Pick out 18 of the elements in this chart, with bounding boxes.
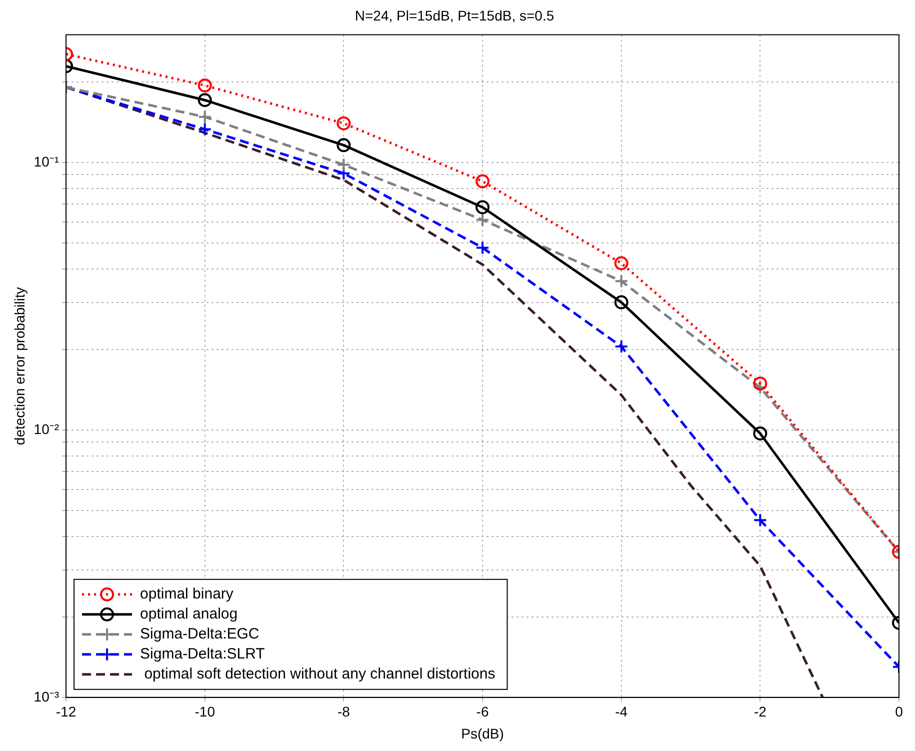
legend-label: optimal binary xyxy=(140,586,234,603)
chart-title: N=24, Pl=15dB, Pt=15dB, s=0.5 xyxy=(354,7,554,24)
x-tick-label: -4 xyxy=(615,704,628,720)
legend-label: optimal analog xyxy=(140,606,238,623)
y-tick-label: 10⁻³ xyxy=(34,688,60,704)
x-tick-label: -10 xyxy=(194,704,216,720)
x-tick-label: -2 xyxy=(754,704,767,720)
x-tick-label: -6 xyxy=(476,704,489,720)
legend-label: Sigma-Delta:SLRT xyxy=(140,646,265,663)
x-tick-label: -12 xyxy=(56,704,76,720)
legend-label: Sigma-Delta:EGC xyxy=(140,626,260,643)
y-tick-label: 10⁻¹ xyxy=(34,153,60,170)
y-tick-label: 10⁻² xyxy=(34,420,60,437)
legend-label: optimal soft detection without any channel distortions xyxy=(140,666,496,683)
x-tick-label: 0 xyxy=(895,704,904,720)
x-axis-title: Ps(dB) xyxy=(461,725,504,742)
y-axis-title: detection error probability xyxy=(11,287,28,446)
x-tick-label: -8 xyxy=(337,704,350,720)
